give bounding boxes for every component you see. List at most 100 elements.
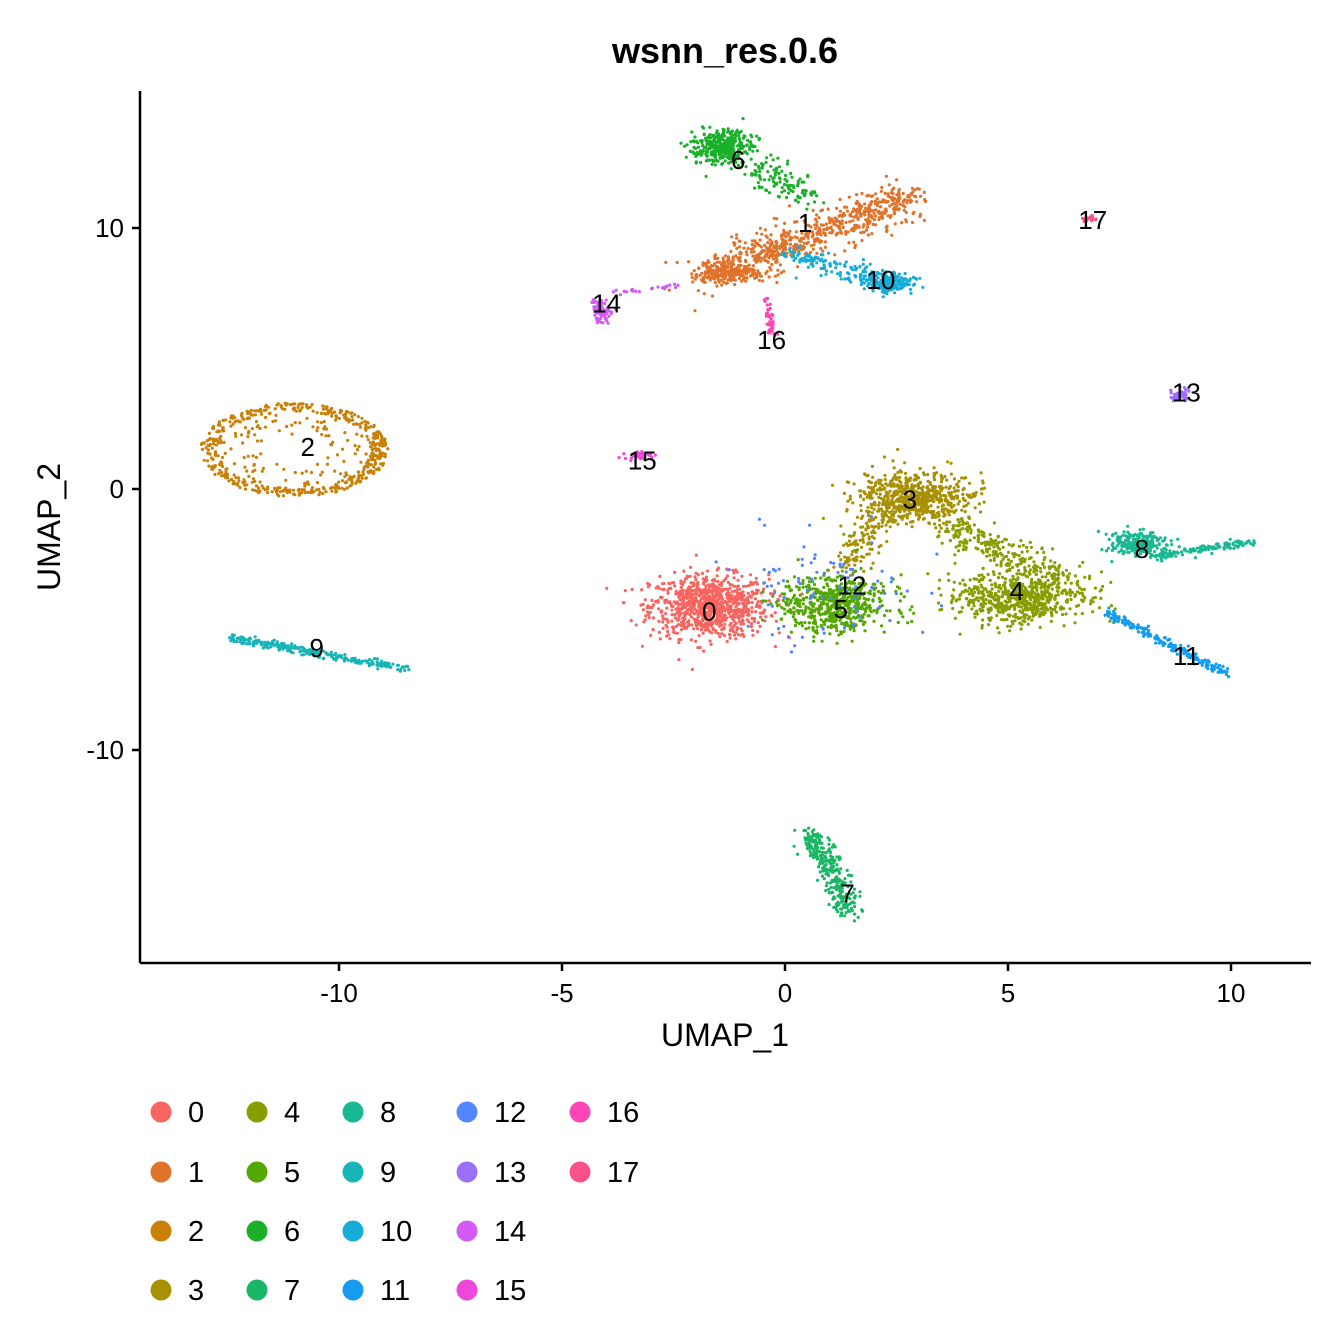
- point: [748, 268, 752, 272]
- point: [690, 667, 694, 672]
- point: [699, 620, 703, 624]
- point: [875, 611, 879, 615]
- point: [380, 444, 384, 448]
- point: [773, 645, 778, 649]
- point: [346, 438, 350, 442]
- point: [204, 446, 208, 450]
- point: [351, 418, 355, 422]
- point: [957, 610, 961, 614]
- point: [812, 635, 816, 639]
- point: [817, 611, 821, 615]
- point: [749, 583, 753, 587]
- point: [811, 615, 815, 619]
- point: [980, 626, 984, 630]
- point: [872, 485, 876, 489]
- point: [704, 584, 708, 588]
- point: [723, 599, 727, 603]
- point: [741, 274, 745, 278]
- point: [699, 161, 703, 165]
- point: [840, 214, 845, 219]
- point: [722, 280, 726, 284]
- point: [947, 491, 951, 495]
- point: [668, 600, 672, 604]
- point: [666, 629, 670, 634]
- point: [369, 445, 373, 449]
- point: [971, 494, 976, 498]
- point: [784, 251, 789, 255]
- point: [801, 596, 805, 601]
- point: [364, 423, 368, 427]
- point: [343, 481, 348, 485]
- point: [932, 509, 936, 514]
- point: [742, 150, 747, 154]
- point: [956, 535, 960, 539]
- point: [337, 480, 341, 484]
- point: [768, 238, 772, 242]
- point: [767, 577, 771, 581]
- point: [773, 274, 778, 278]
- point: [333, 410, 337, 414]
- point: [842, 629, 846, 634]
- point: [796, 200, 800, 204]
- point: [897, 509, 902, 513]
- point: [1003, 537, 1007, 541]
- point: [736, 256, 740, 260]
- point: [1048, 583, 1052, 587]
- point: [1005, 554, 1009, 559]
- point: [976, 586, 980, 591]
- point: [996, 535, 1000, 539]
- point: [1003, 605, 1007, 609]
- point: [1017, 604, 1021, 609]
- point: [679, 585, 683, 590]
- point: [897, 497, 901, 502]
- point: [1054, 610, 1058, 614]
- point: [830, 483, 835, 487]
- point: [874, 192, 878, 196]
- point: [843, 205, 847, 209]
- point: [990, 539, 994, 544]
- point: [323, 425, 327, 429]
- point: [884, 207, 888, 211]
- point: [694, 553, 698, 557]
- point: [981, 618, 985, 622]
- point: [729, 148, 733, 152]
- point: [1022, 572, 1026, 576]
- point: [770, 262, 774, 267]
- point: [828, 608, 833, 612]
- point: [709, 642, 713, 647]
- point: [1078, 586, 1082, 590]
- point: [892, 201, 897, 206]
- point: [872, 619, 876, 624]
- point: [856, 217, 860, 221]
- point: [703, 261, 708, 266]
- point: [746, 607, 750, 612]
- point: [907, 507, 911, 511]
- point: [1018, 557, 1022, 561]
- point: [1060, 613, 1065, 617]
- point: [901, 504, 905, 508]
- point: [870, 200, 874, 204]
- point: [988, 594, 993, 599]
- point: [848, 624, 852, 628]
- point: [767, 599, 771, 603]
- point: [706, 139, 710, 143]
- point: [833, 620, 837, 624]
- point: [978, 510, 983, 514]
- point: [217, 429, 221, 434]
- point: [844, 560, 848, 564]
- point: [720, 581, 724, 585]
- point: [879, 496, 883, 500]
- point: [957, 524, 961, 528]
- point: [830, 620, 834, 624]
- point: [754, 580, 758, 584]
- point: [698, 606, 702, 610]
- point: [713, 611, 717, 615]
- point: [967, 586, 972, 590]
- point: [982, 575, 986, 580]
- point: [853, 245, 857, 250]
- point: [852, 533, 856, 537]
- point: [869, 566, 873, 571]
- point: [808, 611, 813, 615]
- point: [874, 223, 878, 227]
- point: [1097, 606, 1102, 610]
